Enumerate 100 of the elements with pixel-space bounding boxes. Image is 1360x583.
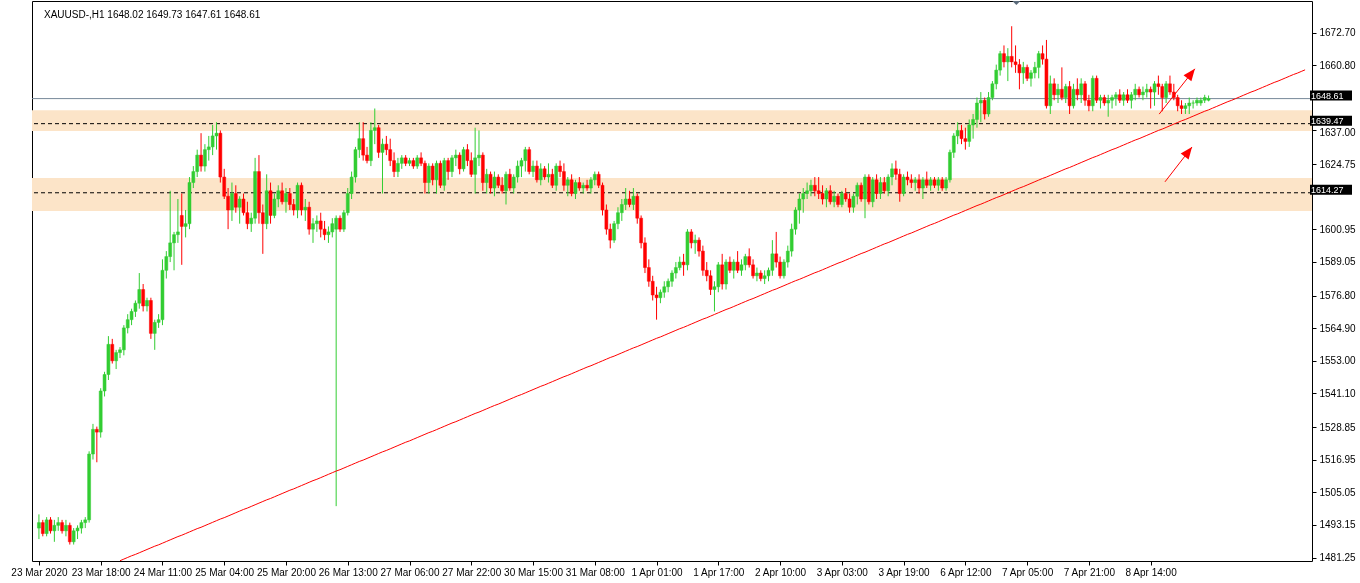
x-tick-label: 6 Apr 12:00 [940, 566, 992, 578]
candlestick [446, 157, 450, 181]
candlestick [623, 187, 628, 211]
candlestick [1137, 86, 1141, 99]
candlestick [434, 160, 439, 195]
candlestick [832, 190, 836, 208]
candlestick [693, 234, 697, 255]
candlestick [37, 513, 41, 540]
candlestick [110, 338, 115, 365]
candlestick [1006, 47, 1010, 82]
candlestick [535, 160, 539, 184]
x-tick-label: 7 Apr 05:00 [1002, 566, 1054, 578]
candlestick [199, 132, 203, 173]
y-tick-label: 1672.70 [1319, 27, 1357, 39]
candlestick [504, 171, 508, 205]
candlestick [214, 121, 219, 151]
candlestick [859, 182, 863, 203]
candlestick [508, 168, 512, 192]
x-tick-label: 27 Mar 06:00 [380, 566, 440, 578]
candlestick [1056, 83, 1060, 104]
candlestick [64, 519, 68, 537]
candlestick [917, 173, 921, 195]
candlestick [573, 179, 578, 200]
candlestick [380, 138, 385, 195]
candlestick [1071, 83, 1076, 109]
x-tick-label: 1 Apr 01:00 [631, 566, 684, 578]
candlestick [755, 267, 759, 282]
candlestick [689, 228, 694, 249]
x-tick-label: 2 Apr 10:00 [755, 566, 807, 578]
candlestick [1195, 97, 1199, 107]
candlestick [870, 176, 875, 208]
candlestick [180, 193, 184, 266]
candlestick [982, 97, 987, 120]
candlestick [1152, 80, 1157, 107]
candlestick [724, 258, 728, 290]
x-tick-label: 3 Apr 03:00 [816, 566, 869, 578]
candlestick [284, 187, 288, 214]
candlestick [114, 349, 118, 370]
candlestick [473, 127, 477, 195]
candlestick [539, 162, 543, 186]
x-tick-label: 8 Apr 14:00 [1125, 566, 1178, 578]
candlestick [1141, 86, 1145, 101]
candlestick [874, 173, 879, 200]
x-tick-label: 1 Apr 17:00 [693, 566, 745, 578]
candlestick [809, 179, 813, 197]
candlestick [523, 146, 528, 173]
x-tick-label: 31 Mar 08:00 [565, 566, 626, 578]
y-tick-label: 1660.80 [1319, 59, 1357, 71]
candlestick [1052, 77, 1056, 101]
candlestick [732, 258, 736, 280]
candlestick [430, 162, 435, 186]
candlestick [1191, 99, 1195, 109]
candlestick [1148, 86, 1153, 109]
y-tick-label: 1528.85 [1319, 421, 1357, 433]
y-tick-label: 1505.05 [1319, 486, 1357, 498]
candlestick [554, 162, 558, 192]
x-tick-label: 3 Apr 19:00 [878, 566, 931, 578]
x-tick-label: 27 Mar 22:00 [442, 566, 502, 578]
candlestick [450, 154, 454, 178]
candlestick [921, 176, 925, 200]
x-tick-label: 25 Mar 20:00 [257, 566, 317, 578]
candlestick [550, 168, 555, 189]
x-tick-label: 24 Mar 11:00 [133, 566, 193, 578]
x-tick-label: 30 Mar 15:00 [504, 566, 564, 578]
candlestick [307, 201, 311, 236]
candlestick [1079, 77, 1083, 104]
candlestick [720, 253, 724, 290]
candlestick [1164, 80, 1168, 104]
candlestick [1083, 80, 1087, 107]
line-series [119, 69, 1306, 562]
candlestick [396, 157, 400, 178]
y-tick-label: 1564.90 [1319, 322, 1357, 334]
candlestick [1036, 50, 1041, 79]
candlestick [318, 212, 323, 238]
text: XAUUSD-,H1 1648.02 1649.73 1647.61 1648.61 [44, 9, 261, 20]
candlestick [1168, 75, 1172, 96]
candlestick [828, 184, 833, 205]
candlestick [237, 195, 242, 225]
candlestick [562, 162, 566, 192]
candlestick [1114, 91, 1118, 107]
candlestick [361, 121, 365, 162]
candlestick [569, 173, 574, 197]
candlestick [1106, 94, 1110, 118]
y-tick-label: 1589.05 [1319, 256, 1357, 268]
candlestick [585, 179, 589, 192]
ref-line-label: 1639.47 [1311, 115, 1344, 126]
y-tick-label: 1624.75 [1319, 158, 1357, 170]
candlestick [311, 217, 315, 244]
candlestick [484, 168, 489, 195]
y-tick-label: 1516.95 [1319, 454, 1357, 466]
candlestick [288, 187, 292, 211]
candlestick [770, 239, 775, 277]
candlestick [863, 173, 867, 219]
candlestick [967, 118, 971, 148]
candlestick [813, 176, 817, 197]
candlestick [531, 160, 535, 178]
ref-line-label: 1614.27 [1311, 184, 1344, 195]
y-tick-label: 1600.95 [1319, 223, 1357, 235]
x-tick-label: 26 Mar 13:00 [318, 566, 379, 578]
candlestick [280, 182, 284, 205]
